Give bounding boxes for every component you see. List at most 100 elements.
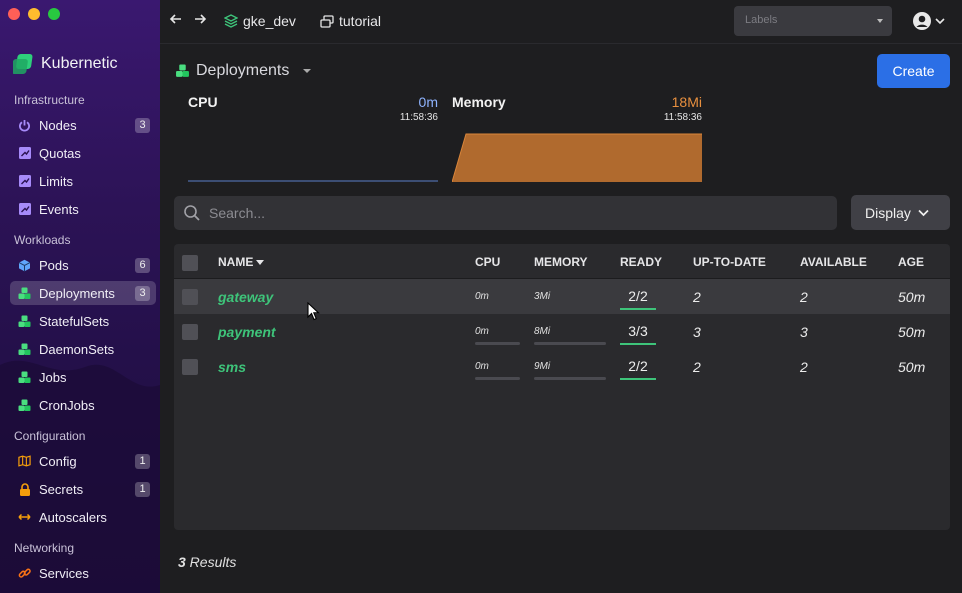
sidebar-item-cronjobs[interactable]: CronJobs bbox=[10, 393, 156, 417]
sidebar-item-secrets[interactable]: Secrets 1 bbox=[10, 477, 156, 501]
table-header: NAME CPU MEMORY READY UP-TO-DATE AVAILAB… bbox=[174, 244, 950, 279]
user-circle-icon bbox=[913, 12, 931, 30]
sidebar-item-limits[interactable]: Limits bbox=[10, 169, 156, 193]
sidebar-item-label: Deployments bbox=[39, 285, 115, 301]
cube-icon bbox=[18, 259, 31, 272]
forward-arrow-icon[interactable] bbox=[193, 12, 207, 26]
namespace-selector[interactable]: tutorial bbox=[320, 13, 381, 29]
section-networking: Networking bbox=[14, 541, 75, 555]
cubes-icon bbox=[18, 287, 31, 300]
memory-metric-value: 18Mi bbox=[671, 94, 702, 110]
count-badge: 3 bbox=[135, 118, 150, 133]
account-menu[interactable] bbox=[912, 11, 945, 31]
sidebar-item-label: Nodes bbox=[39, 117, 77, 133]
column-name-header[interactable]: NAME bbox=[218, 255, 265, 269]
back-arrow-icon[interactable] bbox=[169, 12, 183, 26]
cubes-icon bbox=[18, 371, 31, 384]
chevron-down-icon bbox=[918, 209, 929, 216]
sidebar-item-label: Secrets bbox=[39, 481, 84, 497]
namespace-name: tutorial bbox=[339, 13, 382, 29]
column-uptodate-header[interactable]: UP-TO-DATE bbox=[693, 255, 766, 269]
cpu-metric-value: 0m bbox=[418, 94, 438, 110]
table-row[interactable]: sms 0m 9Mi 2/2 2 2 50m bbox=[174, 349, 950, 384]
search-icon bbox=[184, 205, 200, 221]
sort-down-icon bbox=[256, 259, 265, 265]
deployment-name-link[interactable]: payment bbox=[218, 324, 276, 340]
search-input[interactable] bbox=[209, 196, 819, 230]
count-badge: 3 bbox=[135, 286, 150, 301]
link-icon bbox=[18, 567, 31, 580]
sidebar-item-autoscalers[interactable]: Autoscalers bbox=[10, 505, 156, 529]
context-selector[interactable]: gke_dev bbox=[224, 13, 296, 29]
sidebar-item-deployments[interactable]: Deployments 3 bbox=[10, 281, 156, 305]
map-icon bbox=[18, 455, 31, 468]
column-cpu-header[interactable]: CPU bbox=[475, 255, 501, 269]
page-title[interactable]: Deployments bbox=[175, 62, 313, 80]
section-infrastructure: Infrastructure bbox=[14, 93, 85, 107]
results-count: 3 Results bbox=[178, 554, 236, 570]
table-row[interactable]: gateway 0m 3Mi 2/2 2 2 50m bbox=[174, 279, 950, 314]
arrows-horizontal-icon bbox=[18, 511, 31, 524]
row-checkbox[interactable] bbox=[182, 289, 198, 305]
table-row[interactable]: payment 0m 8Mi 3/3 3 3 50m bbox=[174, 314, 950, 349]
cpu-value: 0m bbox=[475, 291, 489, 302]
display-button[interactable]: Display bbox=[851, 195, 950, 230]
brand-name: Kubernetic bbox=[41, 55, 118, 72]
close-window-button[interactable] bbox=[8, 8, 20, 20]
column-age-header[interactable]: AGE bbox=[898, 255, 925, 269]
cubes-icon bbox=[18, 343, 31, 356]
sidebar-item-quotas[interactable]: Quotas bbox=[10, 141, 156, 165]
deployment-name-link[interactable]: sms bbox=[218, 359, 247, 375]
chart-icon bbox=[18, 147, 31, 160]
column-available-header[interactable]: AVAILABLE bbox=[800, 255, 867, 269]
labels-select[interactable]: Labels bbox=[734, 6, 892, 36]
section-workloads: Workloads bbox=[14, 233, 71, 247]
mouse-cursor-icon bbox=[307, 302, 320, 321]
context-name: gke_dev bbox=[243, 13, 296, 29]
count-badge: 6 bbox=[135, 258, 150, 273]
available-value: 2 bbox=[800, 289, 808, 305]
memory-metric-time: 11:58:36 bbox=[663, 112, 702, 123]
memory-metric: Memory 18Mi 11:58:36 bbox=[452, 92, 702, 182]
available-value: 2 bbox=[800, 359, 808, 375]
sidebar-item-daemonsets[interactable]: DaemonSets bbox=[10, 337, 156, 361]
section-configuration: Configuration bbox=[14, 429, 86, 443]
sidebar-item-label: Jobs bbox=[39, 369, 67, 385]
sidebar-item-statefulsets[interactable]: StatefulSets bbox=[10, 309, 156, 333]
sidebar-item-services[interactable]: Services bbox=[10, 561, 156, 585]
row-checkbox[interactable] bbox=[182, 359, 198, 375]
age-value: 50m bbox=[898, 289, 926, 305]
select-all-checkbox[interactable] bbox=[182, 255, 198, 271]
row-checkbox[interactable] bbox=[182, 324, 198, 340]
memory-usage-bar bbox=[534, 377, 606, 380]
sidebar-item-nodes[interactable]: Nodes 3 bbox=[10, 113, 156, 137]
kubernetic-logo-icon bbox=[13, 54, 33, 74]
column-ready-header[interactable]: READY bbox=[620, 255, 663, 269]
column-memory-header[interactable]: MEMORY bbox=[534, 255, 588, 269]
cpu-value: 0m bbox=[475, 326, 489, 337]
column-name-label: NAME bbox=[218, 255, 254, 269]
sidebar-item-label: Autoscalers bbox=[39, 509, 107, 525]
sidebar-item-pods[interactable]: Pods 6 bbox=[10, 253, 156, 277]
ready-value: 2/2 bbox=[620, 288, 656, 310]
cpu-metric-label: CPU bbox=[188, 94, 218, 110]
count-badge: 1 bbox=[135, 482, 150, 497]
age-value: 50m bbox=[898, 359, 926, 375]
results-suffix: Results bbox=[185, 554, 237, 570]
create-button[interactable]: Create bbox=[877, 54, 950, 88]
window-controls bbox=[8, 8, 60, 20]
sidebar-item-jobs[interactable]: Jobs bbox=[10, 365, 156, 389]
deployment-name-link[interactable]: gateway bbox=[218, 289, 274, 305]
zoom-window-button[interactable] bbox=[48, 8, 60, 20]
ready-value: 3/3 bbox=[620, 323, 656, 345]
available-value: 3 bbox=[800, 324, 808, 340]
cpu-usage-bar bbox=[475, 342, 520, 345]
cpu-metric-time: 11:58:36 bbox=[399, 112, 438, 123]
sidebar-item-label: Quotas bbox=[39, 145, 81, 161]
sidebar-wave-decoration bbox=[0, 360, 160, 593]
sidebar-item-label: Pods bbox=[39, 257, 69, 273]
minimize-window-button[interactable] bbox=[28, 8, 40, 20]
memory-sparkline bbox=[452, 133, 702, 182]
sidebar-item-config[interactable]: Config 1 bbox=[10, 449, 156, 473]
sidebar-item-events[interactable]: Events bbox=[10, 197, 156, 221]
